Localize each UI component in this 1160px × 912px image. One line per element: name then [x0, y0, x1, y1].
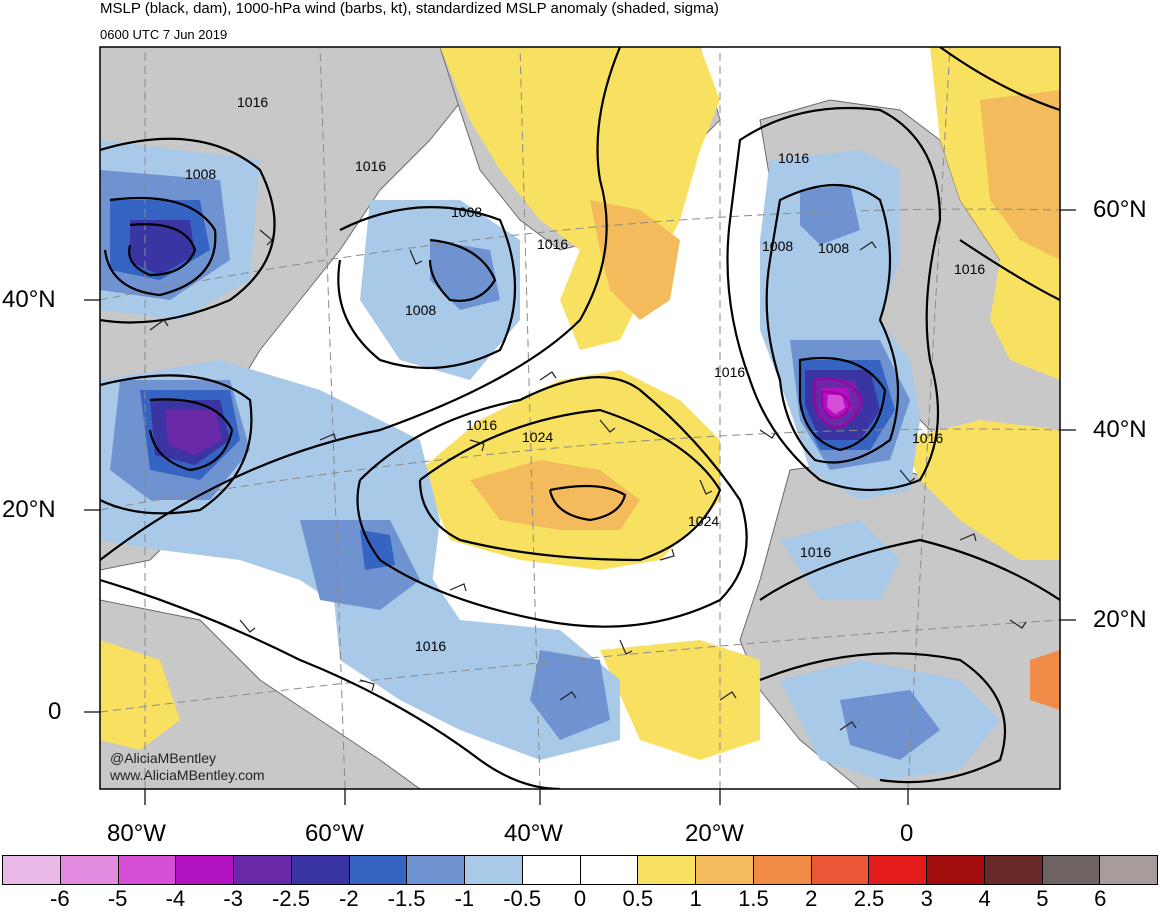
colorbar-cell: [465, 856, 523, 884]
graticule: [100, 47, 1060, 789]
contour-label: 1016: [954, 261, 985, 277]
colorbar-label: -1.5: [387, 886, 426, 911]
lon-label: 20°W: [685, 820, 744, 847]
colorbar-cell: [811, 856, 870, 884]
colorbar-label: 6: [1094, 886, 1107, 911]
map-valid-time: 0600 UTC 7 Jun 2019: [100, 27, 228, 42]
contour-label: 1016: [537, 236, 568, 252]
colorbar-label: -0.5: [503, 886, 542, 911]
colorbar-label: 5: [1036, 886, 1049, 911]
lat-label-right: 60°N: [1093, 196, 1147, 223]
colorbar-label: 0.5: [622, 886, 654, 911]
colorbar-cell: [522, 856, 581, 884]
colorbar-cell: [1042, 856, 1101, 884]
contour-label: 1016: [237, 94, 268, 110]
contour-label: 1008: [185, 166, 216, 182]
axis-ticks: [84, 209, 1076, 805]
colorbar-cell: [234, 856, 292, 884]
anomaly-colorbar: [2, 855, 1158, 885]
colorbar-cell: [3, 856, 61, 884]
colorbar-label: -2: [339, 886, 359, 911]
contour-label: 1024: [522, 429, 553, 445]
colorbar-cell: [349, 856, 408, 884]
contour-label: 1016: [800, 544, 831, 560]
map-title: MSLP (black, dam), 1000-hPa wind (barbs,…: [100, 0, 719, 17]
colorbar-cell: [407, 856, 465, 884]
colorbar-label: -5: [107, 886, 128, 911]
contour-label: 1016: [714, 364, 745, 380]
credit-handle: @AliciaMBentley: [110, 750, 217, 766]
colorbar-cell: [927, 856, 985, 884]
lat-label-right: 40°N: [1093, 416, 1147, 443]
colorbar-cell: [118, 856, 177, 884]
colorbar-cell: [580, 856, 639, 884]
colorbar-label: -4: [165, 886, 186, 911]
contour-label: 1016: [355, 158, 386, 174]
lon-label: 0: [900, 820, 914, 847]
contour-label: 1008: [451, 204, 482, 220]
contour-label: 1016: [415, 638, 446, 654]
contour-labels: 1016 1008 1016 1008 1016 1008 1016 1016 …: [185, 94, 985, 654]
contour-label: 1016: [912, 430, 943, 446]
contour-label: 1008: [762, 238, 793, 254]
lat-label-left: 0: [48, 698, 62, 725]
lat-label-right: 20°N: [1093, 606, 1147, 633]
colorbar-label: 1.5: [738, 886, 769, 911]
colorbar-cell: [1100, 856, 1157, 884]
colorbar-label: -1: [454, 886, 475, 911]
colorbar-label: 3: [920, 886, 933, 911]
mslp-contours: [100, 47, 1060, 789]
colorbar-label: 4: [978, 886, 991, 911]
colorbar-label: 2.5: [853, 886, 885, 911]
colorbar-label: 1: [689, 886, 702, 911]
colorbar-label: -3: [223, 886, 243, 911]
colorbar-label: -6: [50, 886, 70, 911]
contour-label: 1024: [688, 513, 719, 529]
contour-label: 1008: [405, 302, 436, 318]
contour-label: 1008: [818, 240, 849, 256]
contour-label: 1016: [466, 417, 497, 433]
wind-barbs: [149, 229, 1027, 731]
map-frame: [99, 46, 1061, 790]
colorbar-label: -2.5: [272, 886, 310, 911]
lat-label-left: 40°N: [2, 286, 56, 313]
lon-label: 80°W: [107, 820, 166, 847]
contour-label: 1016: [778, 150, 809, 166]
colorbar-cell: [869, 856, 927, 884]
colorbar-label: 2: [805, 886, 818, 911]
colorbar-cell: [638, 856, 696, 884]
lon-label: 60°W: [305, 820, 364, 847]
colorbar-cell: [60, 856, 119, 884]
colorbar-cell: [291, 856, 350, 884]
colorbar-label: 0: [573, 886, 587, 911]
colorbar-cell: [176, 856, 234, 884]
colorbar-cell: [984, 856, 1043, 884]
colorbar-cell: [753, 856, 812, 884]
lon-label: 40°W: [504, 820, 563, 847]
colorbar-cell: [696, 856, 754, 884]
lat-label-left: 20°N: [2, 496, 56, 523]
credit-website[interactable]: www.AliciaMBentley.com: [110, 767, 265, 783]
